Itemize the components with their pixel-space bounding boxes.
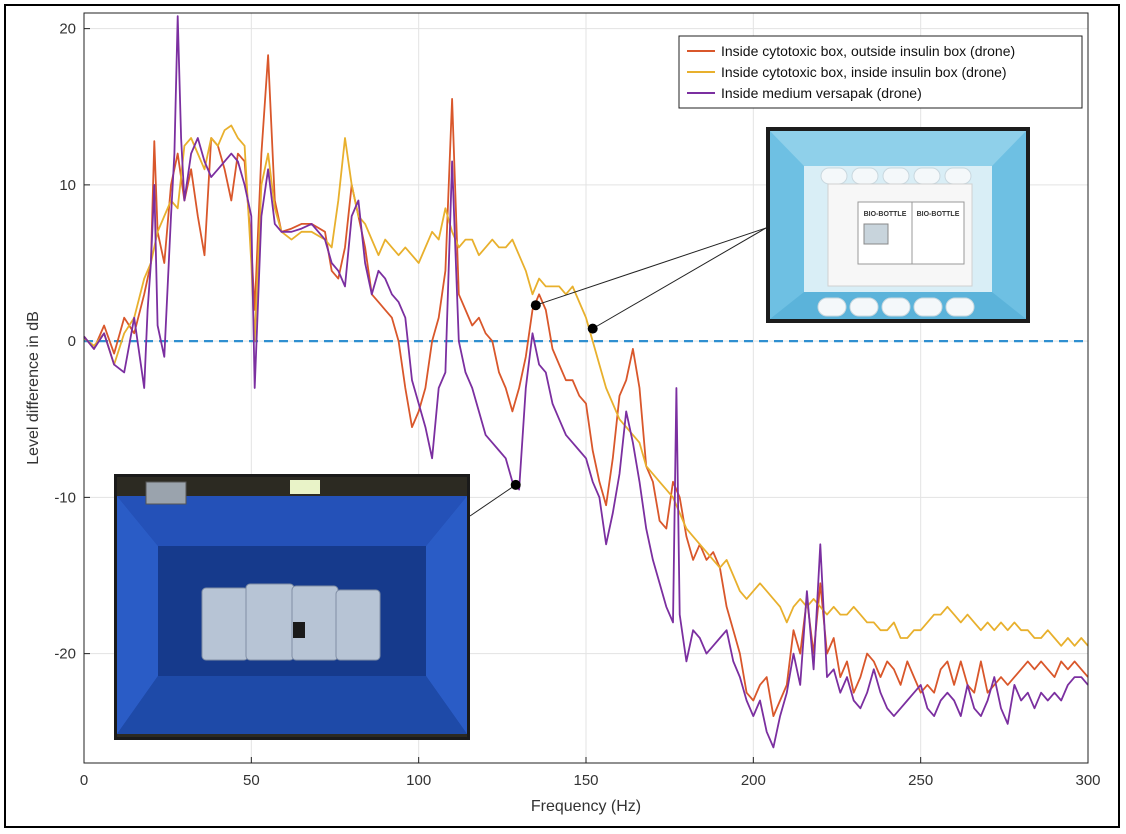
x-axis-label: Frequency (Hz) — [531, 798, 641, 815]
bag-back-wall — [117, 496, 467, 546]
series-line-3 — [83, 15, 1089, 749]
x-tick-label: 250 — [908, 772, 933, 789]
y-tick-label: 20 — [59, 21, 76, 38]
zipper-clasp — [145, 481, 187, 505]
bag-right-wall — [426, 496, 467, 734]
series-line-2 — [83, 124, 1089, 647]
label-tag — [290, 480, 320, 494]
bag-floor — [117, 676, 467, 734]
box-top-wall — [770, 131, 1026, 166]
x-tick-label: 0 — [80, 772, 88, 789]
bio-bottle-label-left: BIO-BOTTLE — [864, 211, 907, 218]
x-tick-label: 50 — [243, 772, 260, 789]
data-logger — [863, 223, 889, 245]
foam-pods-top — [820, 167, 972, 185]
plot-border — [83, 12, 1089, 764]
fluid-bags — [201, 583, 381, 661]
legend-label-2: Inside cytotoxic box, inside insulin box… — [721, 64, 1007, 80]
callouts — [469, 227, 767, 517]
foam-pods-bottom — [817, 297, 975, 317]
y-axis-label: Level difference in dB — [25, 311, 42, 465]
bio-bottle-box-right — [911, 201, 965, 265]
y-tick-label: 0 — [68, 333, 76, 350]
x-tick-labels: 0 50 100 150 200 250 300 — [80, 772, 1101, 789]
callout-marker-3 — [510, 479, 521, 490]
x-tick-label: 300 — [1075, 772, 1100, 789]
y-tick-label: 10 — [59, 177, 76, 194]
y-tick-label: -20 — [54, 646, 76, 663]
x-tick-label: 200 — [741, 772, 766, 789]
callout-line-1 — [535, 227, 767, 306]
callout-marker-2 — [587, 323, 598, 334]
x-tick-label: 150 — [573, 772, 598, 789]
series-layer — [83, 15, 1089, 749]
temperature-logger — [293, 622, 305, 638]
level-difference-chart: 0 50 100 150 200 250 300 -20 -10 0 10 20 Frequency… — [25, 12, 1101, 815]
versapak-photo — [114, 474, 470, 740]
callout-line-2 — [592, 227, 767, 330]
figure-frame: 0 50 100 150 200 250 300 -20 -10 0 10 20 Frequency… — [4, 4, 1120, 828]
legend-label-1: Inside cytotoxic box, outside insulin bo… — [721, 43, 1015, 59]
legend-label-3: Inside medium versapak (drone) — [721, 85, 922, 101]
y-tick-label: -10 — [54, 489, 76, 506]
legend-box — [678, 35, 1083, 109]
callout-marker-1 — [530, 300, 541, 311]
legend: Inside cytotoxic box, outside insulin bo… — [678, 35, 1083, 109]
y-tick-labels: -20 -10 0 10 20 — [54, 21, 76, 663]
bio-bottle-photo: BIO-BOTTLE BIO-BOTTLE — [766, 127, 1030, 323]
callout-line-3 — [469, 484, 517, 517]
bag-left-wall — [117, 496, 158, 734]
series-line-1 — [83, 54, 1089, 717]
x-tick-label: 100 — [406, 772, 431, 789]
bio-bottle-label-right: BIO-BOTTLE — [917, 211, 960, 218]
